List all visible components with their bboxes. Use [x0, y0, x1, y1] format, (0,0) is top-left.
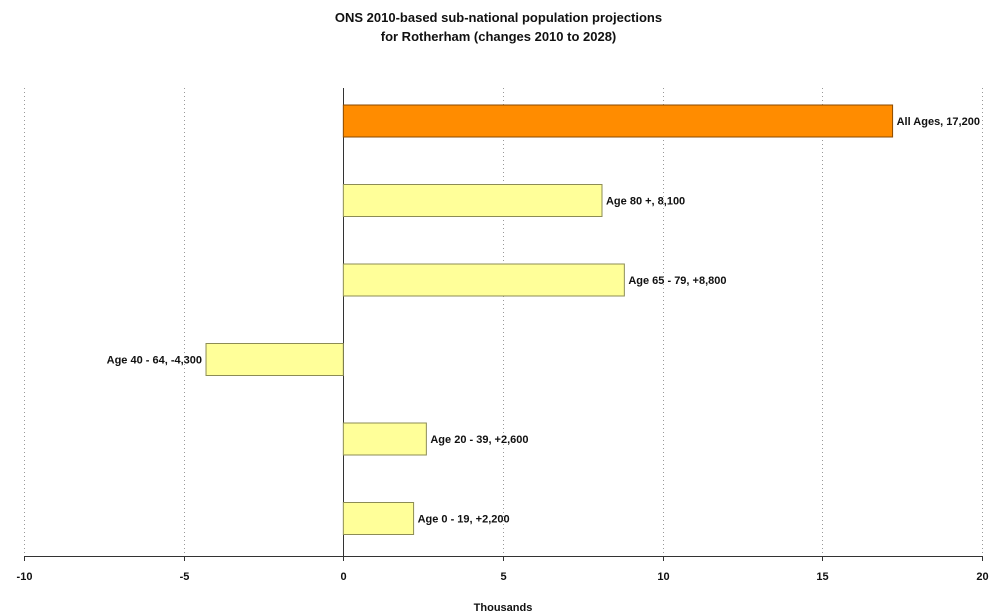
- chart-title: ONS 2010-based sub-national population p…: [0, 8, 997, 46]
- x-tick-label: 0: [340, 571, 346, 583]
- x-tick-label: 15: [816, 571, 828, 583]
- bar-age-65-79: [342, 263, 625, 297]
- x-tick-label: -5: [180, 571, 190, 583]
- bar-all-ages: [342, 104, 894, 138]
- x-tick-label: -10: [17, 571, 33, 583]
- grid-lines: [24, 88, 983, 556]
- bar-age-80: [342, 184, 603, 217]
- bar-age-20-39: [342, 422, 427, 456]
- bars: [205, 104, 894, 535]
- bar-label: Age 0 - 19, +2,200: [418, 514, 510, 526]
- bar-label: Age 20 - 39, +2,600: [430, 434, 528, 446]
- bar-age-40-64: [205, 343, 344, 376]
- chart-title-line-2: for Rotherham (changes 2010 to 2028): [380, 29, 617, 44]
- bar-label: All Ages, 17,200: [897, 116, 980, 128]
- x-tick-label: 20: [976, 571, 988, 583]
- x-axis: -10 -5 0 5 10 15 20: [17, 556, 989, 583]
- bar-age-0-19: [342, 502, 415, 535]
- bar-label: Age 40 - 64, -4,300: [107, 355, 202, 367]
- x-tick-label: 5: [500, 571, 506, 583]
- bar-label: Age 80 +, 8,100: [606, 196, 685, 208]
- x-axis-title: Thousands: [474, 602, 533, 614]
- bar-labels: All Ages, 17,200 Age 80 +, 8,100 Age 65 - …: [107, 116, 980, 526]
- x-tick-label: 10: [657, 571, 669, 583]
- chart-title-line-1: ONS 2010-based sub-national population p…: [334, 10, 663, 25]
- bar-label: Age 65 - 79, +8,800: [628, 275, 726, 287]
